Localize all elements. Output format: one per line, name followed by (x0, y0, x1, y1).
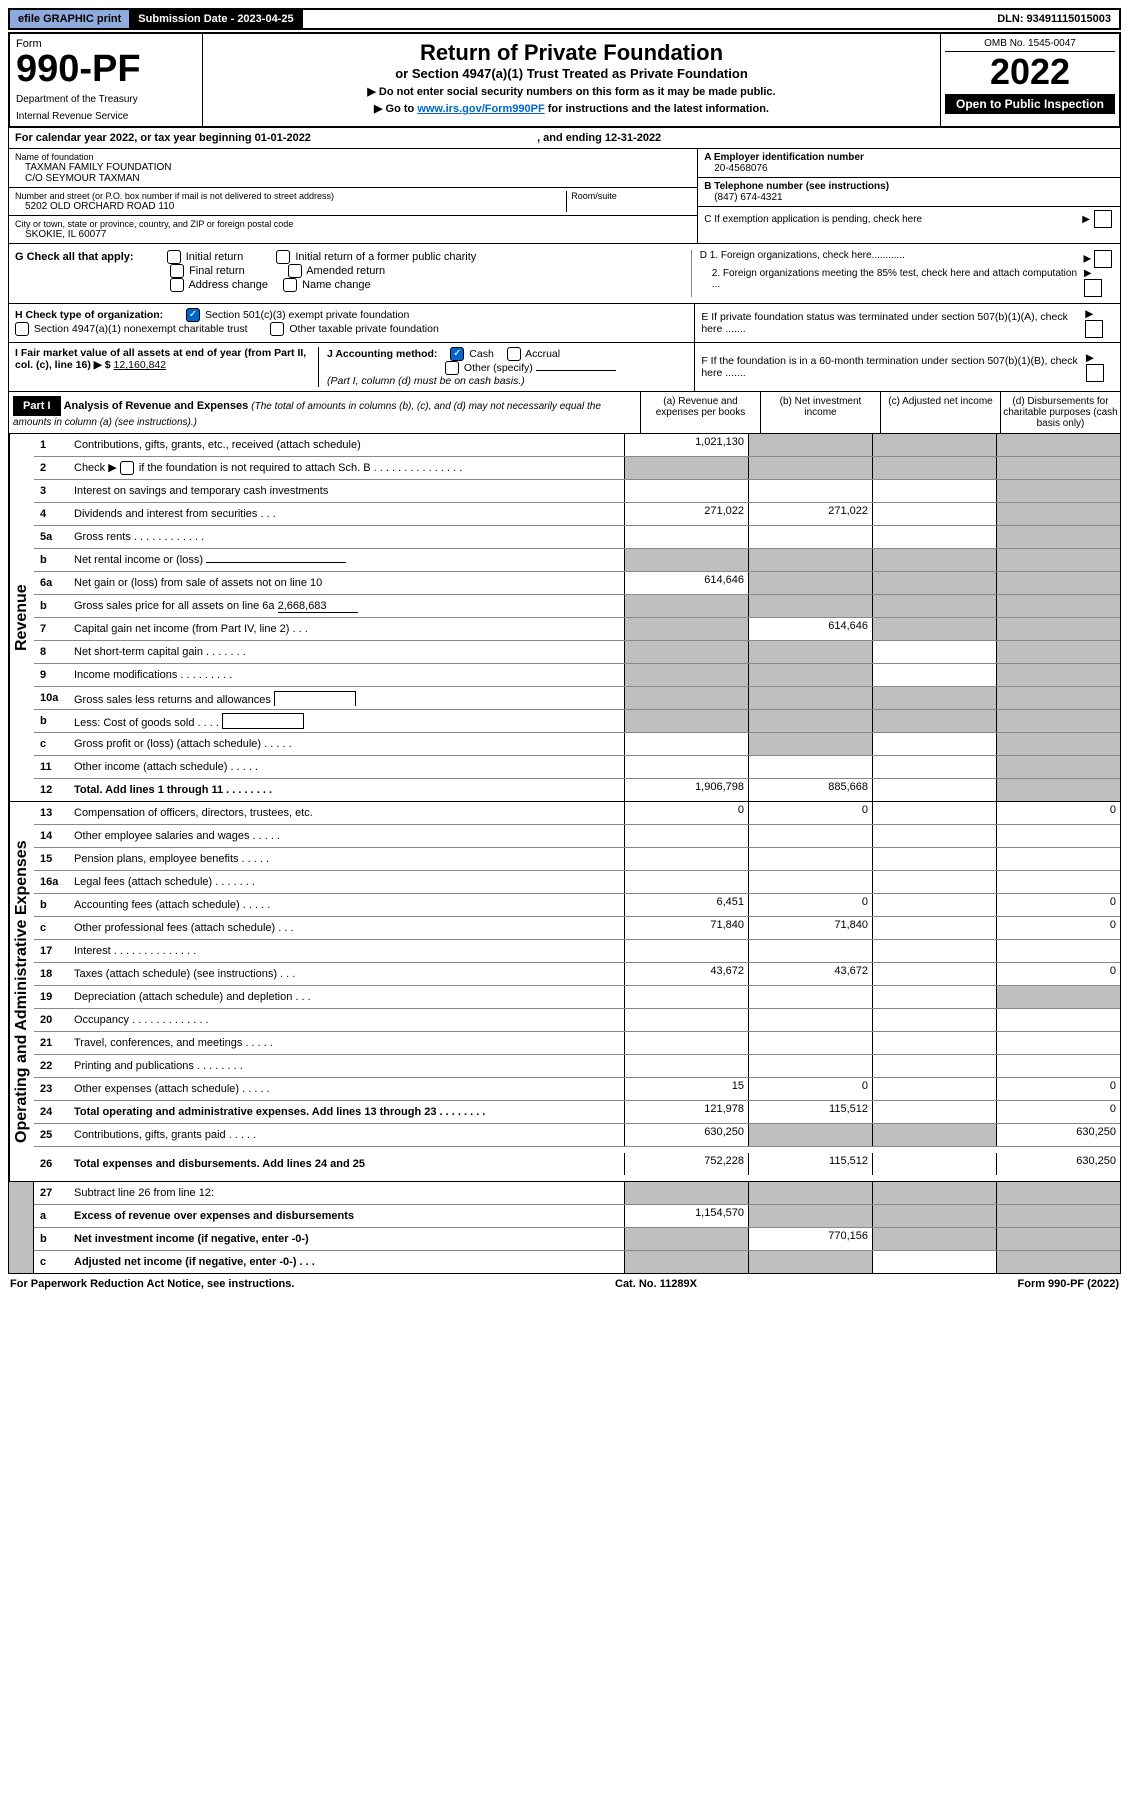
form-note1: ▶ Do not enter social security numbers o… (209, 85, 934, 98)
revenue-side-label: Revenue (9, 434, 34, 801)
header-bar: efile GRAPHIC print Submission Date - 20… (8, 8, 1121, 30)
entity-info: Name of foundation TAXMAN FAMILY FOUNDAT… (8, 149, 1121, 244)
room-label: Room/suite (571, 191, 691, 201)
form-title: Return of Private Foundation (209, 40, 934, 66)
phone-label: B Telephone number (see instructions) (704, 181, 1114, 192)
j-note: (Part I, column (d) must be on cash basi… (327, 375, 525, 387)
name-label: Name of foundation (15, 152, 691, 162)
cat-no: Cat. No. 11289X (615, 1278, 697, 1290)
g-check-section: G Check all that apply: Initial return I… (8, 244, 1121, 304)
dln-label: DLN: 93491115015003 (989, 10, 1119, 28)
calendar-year-row: For calendar year 2022, or tax year begi… (8, 128, 1121, 149)
other-method-checkbox[interactable] (445, 361, 459, 375)
paperwork-notice: For Paperwork Reduction Act Notice, see … (10, 1278, 294, 1290)
omb-number: OMB No. 1545-0047 (945, 38, 1115, 52)
initial-return-checkbox[interactable] (167, 250, 181, 264)
addr-label: Number and street (or P.O. box number if… (15, 191, 566, 201)
part1-badge: Part I (13, 396, 61, 416)
d1-label: D 1. Foreign organizations, check here..… (700, 250, 905, 268)
name-change-checkbox[interactable] (283, 278, 297, 292)
form-year-block: OMB No. 1545-0047 2022 Open to Public In… (941, 34, 1119, 126)
e-label: E If private foundation status was termi… (701, 311, 1085, 335)
tax-year: 2022 (945, 52, 1115, 92)
city-label: City or town, state or province, country… (15, 219, 691, 229)
form-ref: Form 990-PF (2022) (1018, 1278, 1119, 1290)
initial-former-checkbox[interactable] (276, 250, 290, 264)
expenses-section: Operating and Administrative Expenses 13… (8, 802, 1121, 1182)
dept-treasury: Department of the Treasury (16, 94, 196, 105)
501c3-checkbox[interactable]: ✓ (186, 308, 200, 322)
open-inspection-badge: Open to Public Inspection (945, 94, 1115, 114)
sch-b-checkbox[interactable] (120, 461, 134, 475)
form-title-block: Return of Private Foundation or Section … (203, 34, 941, 126)
submission-date-label: Submission Date - 2023-04-25 (130, 10, 302, 28)
revenue-section: Revenue 1Contributions, gifts, grants, e… (8, 434, 1121, 802)
line27-section: 27Subtract line 26 from line 12: aExcess… (8, 1182, 1121, 1274)
accrual-checkbox[interactable] (507, 347, 521, 361)
form-number: 990-PF (16, 50, 196, 88)
f-checkbox[interactable] (1086, 364, 1104, 382)
city-state-zip: SKOKIE, IL 60077 (15, 229, 691, 240)
form-id-block: Form 990-PF Department of the Treasury I… (10, 34, 203, 126)
part1-header-row: Part I Analysis of Revenue and Expenses … (8, 392, 1121, 434)
irs-label: Internal Revenue Service (16, 111, 196, 122)
foundation-name2: C/O SEYMOUR TAXMAN (15, 173, 691, 184)
other-taxable-checkbox[interactable] (270, 322, 284, 336)
d2-label: 2. Foreign organizations meeting the 85%… (712, 268, 1084, 297)
e-checkbox[interactable] (1085, 320, 1103, 338)
col-b-header: (b) Net investment income (760, 392, 880, 433)
foundation-name1: TAXMAN FAMILY FOUNDATION (15, 162, 691, 173)
amended-return-checkbox[interactable] (288, 264, 302, 278)
page-footer: For Paperwork Reduction Act Notice, see … (8, 1274, 1121, 1294)
part1-title: Analysis of Revenue and Expenses (64, 400, 249, 412)
j-label: J Accounting method: (327, 348, 437, 360)
fmv-value: 12,160,842 (114, 359, 167, 371)
d2-checkbox[interactable] (1084, 279, 1102, 297)
form-subtitle: or Section 4947(a)(1) Trust Treated as P… (209, 66, 934, 81)
form-header: Form 990-PF Department of the Treasury I… (8, 32, 1121, 128)
expenses-side-label: Operating and Administrative Expenses (9, 802, 34, 1181)
4947-checkbox[interactable] (15, 322, 29, 336)
col-a-header: (a) Revenue and expenses per books (640, 392, 760, 433)
efile-print-button[interactable]: efile GRAPHIC print (10, 10, 130, 28)
irs-link[interactable]: www.irs.gov/Form990PF (417, 103, 544, 115)
c-pending-label: C If exemption application is pending, c… (704, 214, 922, 225)
cash-checkbox[interactable]: ✓ (450, 347, 464, 361)
ij-section: I Fair market value of all assets at end… (8, 343, 1121, 392)
ein-value: 20-4568076 (704, 163, 1114, 174)
f-label: F If the foundation is in a 60-month ter… (701, 355, 1086, 379)
g-label: G Check all that apply: (15, 251, 134, 263)
d1-checkbox[interactable] (1094, 250, 1112, 268)
col-c-header: (c) Adjusted net income (880, 392, 1000, 433)
phone-value: (847) 674-4321 (704, 192, 1114, 203)
h-check-section: H Check type of organization: ✓ Section … (8, 304, 1121, 343)
ein-label: A Employer identification number (704, 152, 1114, 163)
final-return-checkbox[interactable] (170, 264, 184, 278)
col-d-header: (d) Disbursements for charitable purpose… (1000, 392, 1120, 433)
h-label: H Check type of organization: (15, 309, 163, 321)
address-change-checkbox[interactable] (170, 278, 184, 292)
c-pending-checkbox[interactable] (1094, 210, 1112, 228)
street-address: 5202 OLD ORCHARD ROAD 110 (15, 201, 566, 212)
form-note2: ▶ Go to www.irs.gov/Form990PF for instru… (209, 102, 934, 115)
